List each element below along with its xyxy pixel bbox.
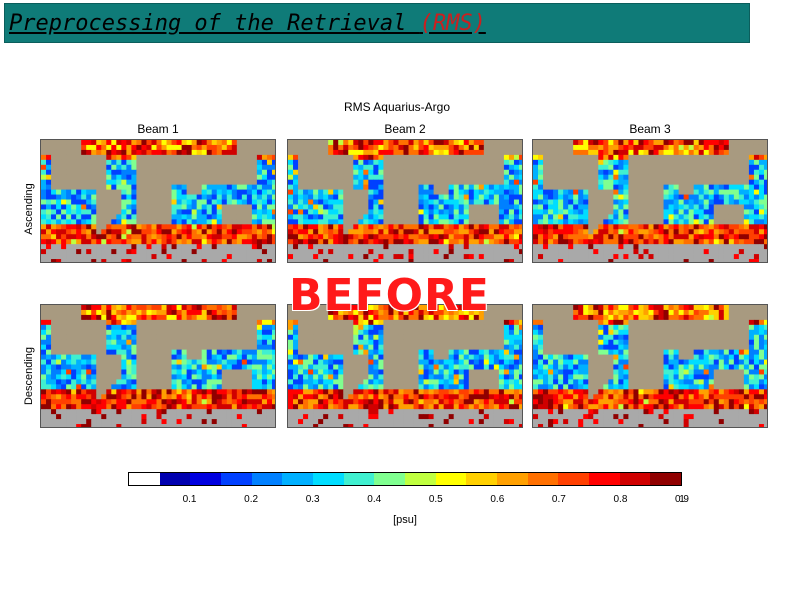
- colorbar-swatch: [129, 473, 160, 485]
- colorbar-tick-label: 1: [679, 494, 685, 505]
- colorbar-tick-label: 0.8: [613, 494, 628, 505]
- row-label-ascending: Ascending: [23, 183, 35, 235]
- column-label-beam-1: Beam 1: [137, 122, 179, 136]
- colorbar-swatch: [405, 473, 436, 485]
- colorbar-tick-label: 0.3: [305, 494, 320, 505]
- colorbar-swatch: [282, 473, 314, 485]
- slide-title: Preprocessing of the Retrieval (RMS): [9, 11, 486, 36]
- slide-title-main: Preprocessing of the Retrieval: [9, 11, 420, 36]
- colorbar-tick-label: 0.6: [490, 494, 505, 505]
- colorbar-swatch: [190, 473, 222, 485]
- colorbar-tick-label: 0.1: [182, 494, 197, 505]
- colorbar-swatch: [313, 473, 344, 485]
- colorbar-unit: [psu]: [393, 514, 417, 526]
- colorbar-tick-label: 0.4: [367, 494, 382, 505]
- colorbar-swatch: [435, 473, 467, 485]
- map-panel-descending-beam-3: [532, 304, 768, 428]
- map-panel-descending-beam-1: [40, 304, 276, 428]
- colorbar-swatch: [159, 473, 191, 485]
- figure-title: RMS Aquarius-Argo: [343, 100, 451, 114]
- colorbar-swatch: [558, 473, 590, 485]
- colorbar-tick-label: 0.7: [551, 494, 566, 505]
- map-panel-ascending-beam-3: [532, 139, 768, 263]
- colorbar-tick-label: 0.9: [675, 494, 689, 505]
- colorbar-swatch: [221, 473, 252, 485]
- colorbar-swatch: [466, 473, 498, 485]
- map-panel-descending-beam-2: [287, 304, 523, 428]
- row-label-descending: Descending: [23, 346, 35, 406]
- map-panel-ascending-beam-2: [287, 139, 523, 263]
- colorbar-swatch: [497, 473, 528, 485]
- map-panel-ascending-beam-1: [40, 139, 276, 263]
- column-label-beam-3: Beam 3: [629, 122, 671, 136]
- slide-title-accent: (RMS): [419, 11, 486, 36]
- slide-title-bar: Preprocessing of the Retrieval (RMS): [4, 3, 750, 43]
- colorbar-swatch: [527, 473, 559, 485]
- colorbar-tick-label: 0.5: [428, 494, 443, 505]
- colorbar-swatch: [251, 473, 283, 485]
- colorbar-tick-label: 0.2: [244, 494, 259, 505]
- colorbar: [128, 472, 682, 486]
- column-label-beam-2: Beam 2: [384, 122, 426, 136]
- colorbar-swatch: [650, 473, 682, 485]
- colorbar-swatch: [374, 473, 406, 485]
- colorbar-swatch: [619, 473, 651, 485]
- colorbar-swatch: [589, 473, 620, 485]
- colorbar-swatch: [343, 473, 375, 485]
- before-stamp: BEFORE: [289, 270, 490, 321]
